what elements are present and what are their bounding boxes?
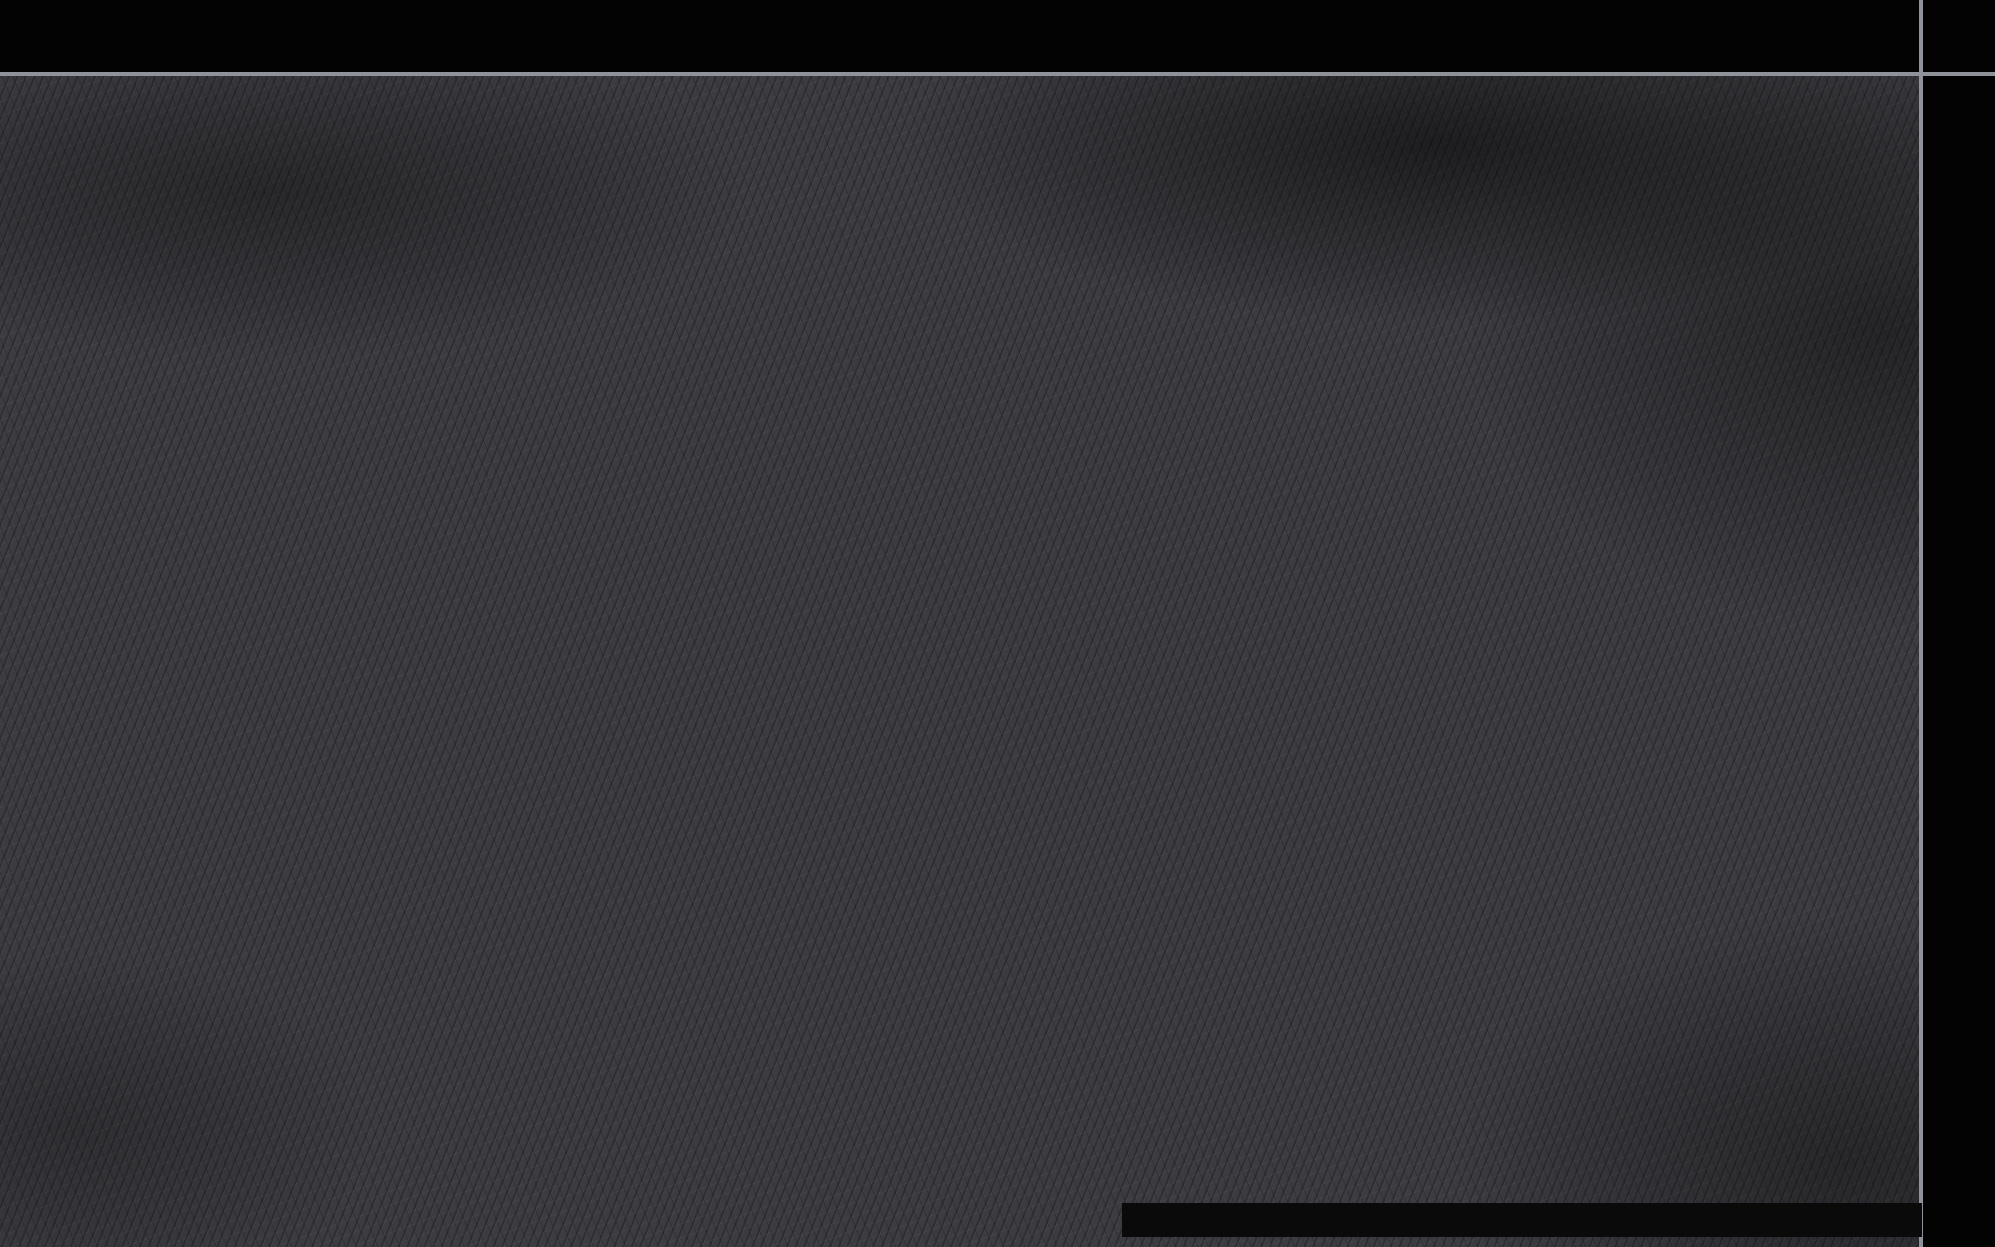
- vmax-right-profile-strip: [1923, 75, 1995, 1247]
- metnet-logo-graphics: [1632, 1096, 1952, 1191]
- dbz-colorbar: [1122, 1203, 1922, 1237]
- map-top-border-line: [0, 72, 1995, 76]
- vmax-top-profile-strip: [0, 0, 1919, 72]
- hungary-radar-map: [0, 74, 1922, 1247]
- terrain-background: [0, 74, 1922, 1247]
- map-right-border-line: [1919, 0, 1923, 1247]
- profile-axis-corner: [1923, 0, 1995, 72]
- metnet-logo: [1632, 1096, 1952, 1191]
